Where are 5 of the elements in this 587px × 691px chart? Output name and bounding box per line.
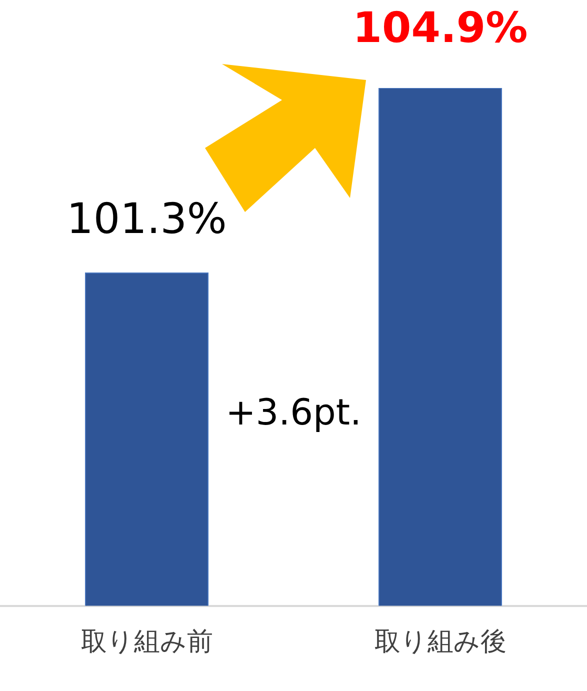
x-tick-label: 取り組み後 — [374, 627, 506, 658]
data-label: 101.3% — [66, 194, 227, 243]
annotation: +3.6pt. — [226, 392, 362, 434]
x-tick-label: 取り組み前 — [80, 627, 213, 658]
data-label: 104.9% — [352, 2, 528, 52]
